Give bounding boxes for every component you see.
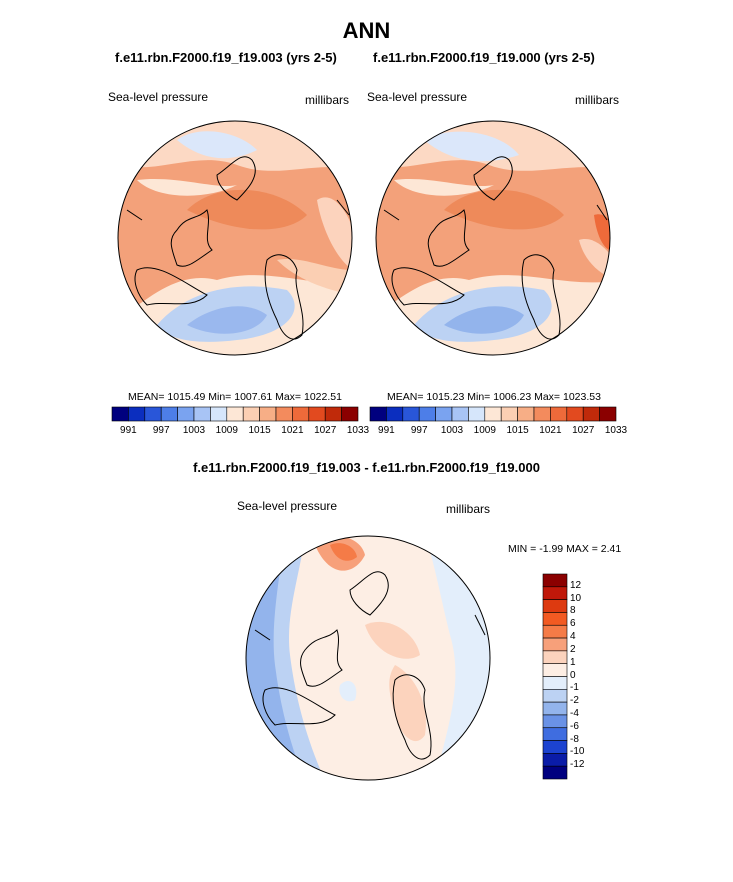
panel-2-colorbar-tick-label: 1027 <box>572 425 595 436</box>
panel-1-case-title: f.e11.rbn.F2000.f19_f19.003 (yrs 2-5) <box>115 50 337 65</box>
panel-1-colorbar-swatch <box>324 406 342 422</box>
difference-colorbar-tick-label: 0 <box>570 669 576 681</box>
panel-1-colorbar <box>111 406 359 422</box>
panel-2-colorbar-tick-label: 1021 <box>539 425 562 436</box>
panel-2-colorbar-swatch <box>402 406 420 422</box>
panel-1-colorbar-swatch <box>193 406 211 422</box>
panel-2-colorbar-tick-label: 997 <box>410 425 428 436</box>
panel-2-colorbar-swatch <box>369 406 387 422</box>
panel-2-colorbar-swatch <box>435 406 453 422</box>
panel-2-colorbar-tick-label: 1003 <box>440 425 464 436</box>
panel-1-colorbar-swatch <box>177 406 195 422</box>
difference-colorbar <box>542 573 568 780</box>
panel-1-colorbar-swatch <box>210 406 228 422</box>
panel-2-colorbar-swatch <box>484 406 502 422</box>
panel-1-colorbar-tick-label: 1003 <box>182 425 206 436</box>
difference-colorbar-swatch <box>542 573 568 588</box>
main-title: ANN <box>342 18 391 43</box>
difference-colorbar-tick-label: -10 <box>570 746 585 758</box>
panel-2-colorbar-swatch <box>533 406 551 422</box>
panel-2-colorbar-swatch <box>582 406 600 422</box>
panel-1-colorbar-swatch <box>242 406 260 422</box>
difference-title: f.e11.rbn.F2000.f19_f19.003 - f.e11.rbn.… <box>193 460 540 475</box>
difference-colorbar-tick-label: 6 <box>570 618 576 630</box>
difference-colorbar-tick-label: 12 <box>570 579 582 591</box>
panel-1-units-label: millibars <box>305 93 350 107</box>
difference-colorbar-swatch <box>542 663 568 677</box>
panel-1-variable-label: Sea-level pressure <box>108 90 209 104</box>
difference-colorbar-swatch <box>542 650 568 664</box>
panel-2-colorbar-swatch <box>500 406 518 422</box>
difference-colorbar-swatch <box>542 753 568 767</box>
panel-2-map <box>375 120 611 356</box>
panel-1-colorbar-tick-label: 1009 <box>215 425 238 436</box>
panel-2-colorbar-tick-label: 1033 <box>604 425 628 436</box>
panel-1-colorbar-swatch <box>259 406 277 422</box>
panel-2-colorbar-swatch <box>386 406 404 422</box>
panel-2-colorbar-swatch <box>517 406 535 422</box>
difference-units-label: millibars <box>446 502 491 516</box>
difference-colorbar-swatch <box>542 599 568 613</box>
difference-colorbar-swatch <box>542 701 568 716</box>
panel-2-units-label: millibars <box>575 93 620 107</box>
panel-1-stats: MEAN= 1015.49 Min= 1007.61 Max= 1022.51 <box>128 391 342 403</box>
panel-1-colorbar-swatch <box>292 406 310 422</box>
panel-2-colorbar <box>369 406 617 422</box>
panel-2-colorbar-tick-label: 991 <box>378 425 395 436</box>
panel-1-colorbar-swatch <box>111 406 129 422</box>
difference-colorbar-swatch <box>542 714 568 729</box>
panel-2-colorbar-swatch <box>451 406 469 422</box>
panel-2-variable-label: Sea-level pressure <box>367 90 468 104</box>
difference-variable-label: Sea-level pressure <box>237 499 338 513</box>
difference-colorbar-swatch <box>542 676 568 690</box>
panel-2-colorbar-swatch <box>550 406 568 422</box>
panel-2-colorbar-swatch <box>599 406 617 422</box>
panel-1-colorbar-swatch <box>341 406 359 422</box>
panel-1-colorbar-swatch <box>226 406 244 422</box>
panel-1-colorbar-tick-label: 997 <box>152 425 170 436</box>
difference-map <box>245 535 491 781</box>
panel-1-colorbar-swatch <box>275 406 293 422</box>
panel-1-colorbar-swatch <box>144 406 162 422</box>
panel-1-colorbar-swatch <box>160 406 178 422</box>
difference-colorbar-tick-label: 4 <box>570 631 576 643</box>
panel-1-colorbar-tick-label: 1027 <box>314 425 337 436</box>
difference-colorbar-tick-label: 10 <box>570 592 582 604</box>
panel-1-colorbar-tick-label: 991 <box>120 425 137 436</box>
panel-1-colorbar-tick-label: 1015 <box>248 425 271 436</box>
difference-colorbar-swatch <box>542 727 568 741</box>
difference-colorbar-tick-label: -1 <box>570 682 579 694</box>
panel-2-case-title: f.e11.rbn.F2000.f19_f19.000 (yrs 2-5) <box>373 50 595 65</box>
difference-colorbar-swatch <box>542 624 568 639</box>
difference-colorbar-tick-label: -2 <box>570 695 579 707</box>
difference-colorbar-tick-label: -4 <box>570 707 579 719</box>
difference-colorbar-tick-label: 1 <box>570 656 576 668</box>
panel-1-colorbar-swatch <box>308 406 326 422</box>
difference-colorbar-swatch <box>542 740 568 754</box>
difference-colorbar-tick-label: -12 <box>570 759 585 771</box>
panel-2-stats: MEAN= 1015.23 Min= 1006.23 Max= 1023.53 <box>387 391 601 403</box>
difference-colorbar-swatch <box>542 689 568 703</box>
panel-1-colorbar-tick-label: 1033 <box>346 425 370 436</box>
panel-1-colorbar-tick-label: 1021 <box>281 425 304 436</box>
difference-colorbar-swatch <box>542 586 568 600</box>
difference-colorbar-tick-label: 8 <box>570 605 576 617</box>
difference-colorbar-tick-label: -8 <box>570 733 579 745</box>
panel-2-colorbar-swatch <box>468 406 486 422</box>
difference-colorbar-swatch <box>542 612 568 626</box>
panel-1-map <box>117 120 353 356</box>
panel-2-colorbar-tick-label: 1015 <box>506 425 529 436</box>
difference-colorbar-swatch <box>542 765 568 780</box>
panel-2-colorbar-swatch <box>418 406 436 422</box>
difference-colorbar-tick-label: 2 <box>570 643 576 655</box>
panel-2-colorbar-swatch <box>566 406 584 422</box>
difference-colorbar-swatch <box>542 637 568 652</box>
difference-min-max: MIN = -1.99 MAX = 2.41 <box>508 543 622 555</box>
panel-1-colorbar-swatch <box>128 406 146 422</box>
panel-2-colorbar-tick-label: 1009 <box>473 425 496 436</box>
difference-colorbar-tick-label: -6 <box>570 720 579 732</box>
